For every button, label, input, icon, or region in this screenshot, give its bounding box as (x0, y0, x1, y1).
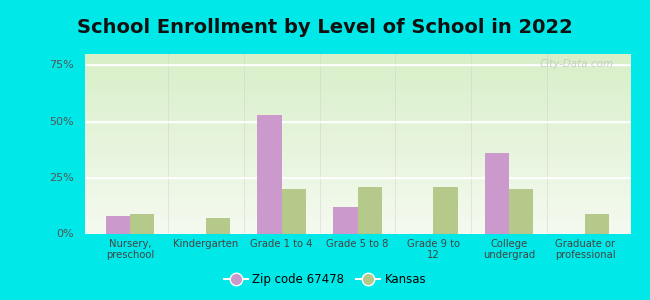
Bar (106, 216, 130, 234)
Text: 25%: 25% (49, 173, 73, 183)
Bar (130, 214, 154, 234)
Bar (485, 153, 509, 234)
Bar (281, 189, 306, 234)
Bar (257, 115, 281, 234)
Text: 0%: 0% (56, 229, 73, 239)
Text: City-Data.com: City-Data.com (540, 59, 614, 69)
Bar (585, 214, 609, 234)
Text: 50%: 50% (49, 116, 73, 127)
Text: 75%: 75% (49, 60, 73, 70)
Bar (206, 218, 230, 234)
Bar (434, 187, 458, 234)
Bar (509, 189, 534, 234)
Text: School Enrollment by Level of School in 2022: School Enrollment by Level of School in … (77, 18, 573, 37)
Bar (358, 187, 382, 234)
Bar (333, 207, 358, 234)
Legend: Zip code 67478, Kansas: Zip code 67478, Kansas (219, 269, 431, 291)
